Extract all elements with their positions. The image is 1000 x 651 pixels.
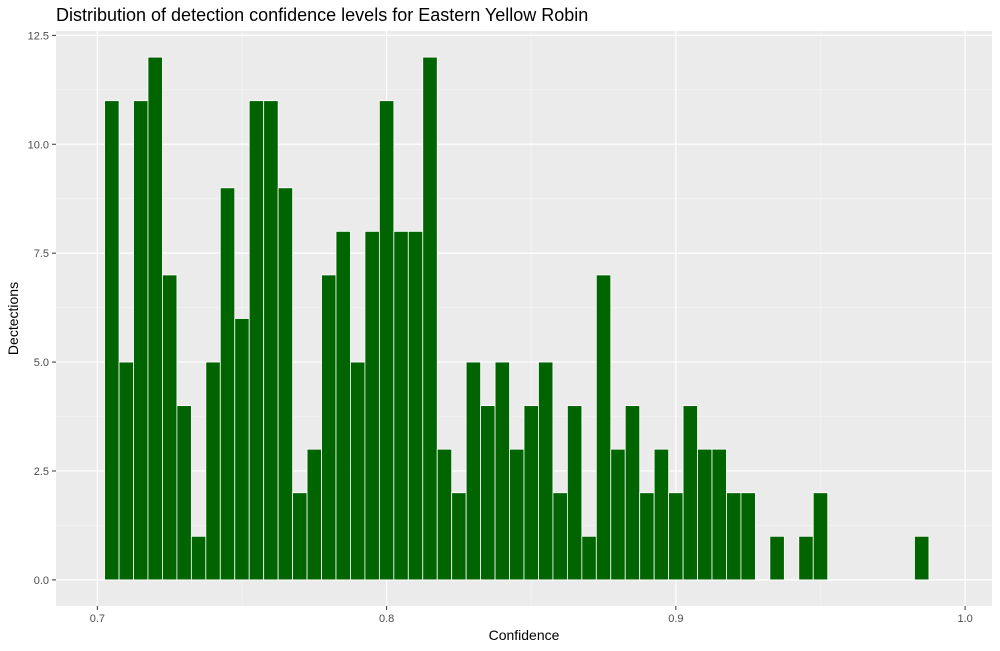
- histogram-bar: [480, 405, 496, 581]
- histogram-bars: [104, 56, 930, 581]
- y-tick-label: 12.5: [28, 30, 49, 42]
- histogram-bar: [407, 230, 424, 581]
- histogram-bar: [581, 535, 597, 581]
- histogram-bar: [321, 274, 337, 581]
- histogram-bar: [205, 361, 221, 581]
- histogram-bar: [133, 100, 149, 581]
- y-tick-label: 10.0: [28, 139, 49, 151]
- histogram-bar: [697, 448, 713, 581]
- histogram-bar: [176, 405, 192, 581]
- histogram-bar: [118, 361, 134, 581]
- histogram-bar: [552, 492, 568, 581]
- x-tick-label: 0.7: [90, 613, 105, 625]
- histogram-bar: [306, 448, 322, 581]
- histogram-bar: [914, 535, 930, 581]
- histogram-bar: [436, 448, 453, 581]
- histogram-bar: [147, 56, 163, 581]
- histogram-bar: [234, 318, 250, 581]
- histogram-bar: [292, 492, 308, 581]
- histogram-bar: [566, 405, 583, 581]
- histogram-bar: [393, 230, 409, 581]
- histogram-bar: [682, 405, 698, 581]
- histogram-bar: [668, 492, 684, 581]
- histogram-bar: [451, 492, 467, 581]
- histogram-bar: [263, 100, 279, 581]
- histogram-bar: [364, 230, 380, 581]
- histogram-bar: [639, 492, 655, 581]
- histogram-bar: [219, 187, 236, 581]
- histogram-bar: [798, 535, 814, 581]
- histogram-bar: [248, 100, 265, 581]
- y-tick-label: 0.0: [34, 575, 49, 587]
- histogram-bar: [624, 405, 641, 581]
- histogram-bar: [465, 361, 482, 581]
- histogram-bar: [538, 361, 554, 581]
- histogram-bar: [494, 361, 510, 581]
- x-tick-label: 0.8: [379, 613, 394, 625]
- y-tick-label: 7.5: [34, 248, 49, 260]
- histogram-bar: [812, 492, 829, 581]
- histogram-bar: [509, 448, 525, 581]
- histogram-bar: [769, 535, 785, 581]
- histogram-bar: [335, 230, 351, 581]
- histogram-bar: [711, 448, 727, 581]
- histogram-bar: [595, 274, 612, 581]
- y-axis-title: Dectections: [5, 282, 21, 355]
- histogram-bar: [277, 187, 294, 581]
- histogram-bar: [104, 100, 120, 581]
- histogram-bar: [162, 274, 178, 581]
- x-axis-title: Confidence: [489, 627, 560, 643]
- histogram-bar: [422, 56, 438, 581]
- histogram-bar: [726, 492, 742, 581]
- x-tick-label: 0.9: [668, 613, 683, 625]
- histogram-bar: [378, 100, 395, 581]
- axes: 0.0 2.5 5.0 7.5 10.0 12.5 0.7 0.8 0.9 1.0: [28, 30, 973, 625]
- histogram-bar: [610, 448, 626, 581]
- histogram-bar: [350, 361, 366, 581]
- histogram-bar: [190, 535, 207, 581]
- histogram-bar: [740, 492, 756, 581]
- x-tick-label: 1.0: [957, 613, 972, 625]
- chart-title: Distribution of detection confidence lev…: [56, 5, 588, 25]
- y-tick-label: 2.5: [34, 466, 49, 478]
- histogram-bar: [653, 448, 670, 581]
- y-tick-label: 5.0: [34, 357, 49, 369]
- histogram-bar: [523, 405, 539, 581]
